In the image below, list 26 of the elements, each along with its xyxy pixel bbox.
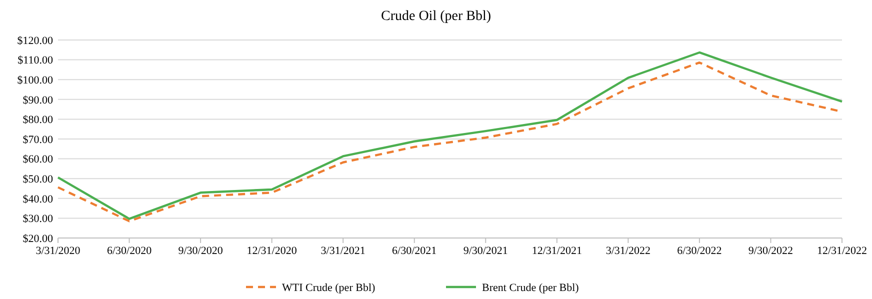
x-tick-label: 6/30/2020 — [106, 245, 152, 257]
x-tick-label: 3/31/2021 — [320, 245, 366, 257]
x-tick-label: 12/31/2021 — [532, 245, 582, 257]
x-tick-label: 9/30/2020 — [178, 245, 224, 257]
y-tick-label: $20.00 — [22, 232, 54, 245]
x-tick-label: 12/31/2022 — [816, 245, 868, 257]
x-tick-label: 9/30/2021 — [463, 245, 508, 257]
x-tick-label: 9/30/2022 — [748, 245, 794, 257]
y-tick-label: $110.00 — [18, 54, 54, 67]
x-tick-label: 3/31/2020 — [36, 245, 81, 257]
y-tick-label: $60.00 — [22, 154, 54, 166]
y-tick-label: $30.00 — [22, 213, 54, 226]
y-tick-label: $80.00 — [22, 114, 54, 126]
x-tick-label: 6/30/2021 — [392, 245, 437, 257]
x-tick-label: 3/31/2022 — [606, 245, 650, 257]
chart-title: Crude Oil (per Bbl) — [380, 9, 492, 24]
legend-label: WTI Crude (per Bbl) — [282, 282, 376, 294]
y-tick-label: $70.00 — [22, 134, 54, 146]
y-tick-label: $40.00 — [22, 193, 54, 206]
y-tick-label: $100.00 — [17, 74, 54, 86]
y-tick-label: $90.00 — [22, 94, 54, 106]
x-tick-label: 6/30/2022 — [677, 245, 722, 257]
y-tick-label: $50.00 — [22, 173, 54, 186]
x-tick-label: 12/31/2020 — [246, 245, 298, 257]
legend-label: Brent Crude (per Bbl) — [482, 282, 580, 294]
y-tick-label: $120.00 — [17, 34, 54, 47]
